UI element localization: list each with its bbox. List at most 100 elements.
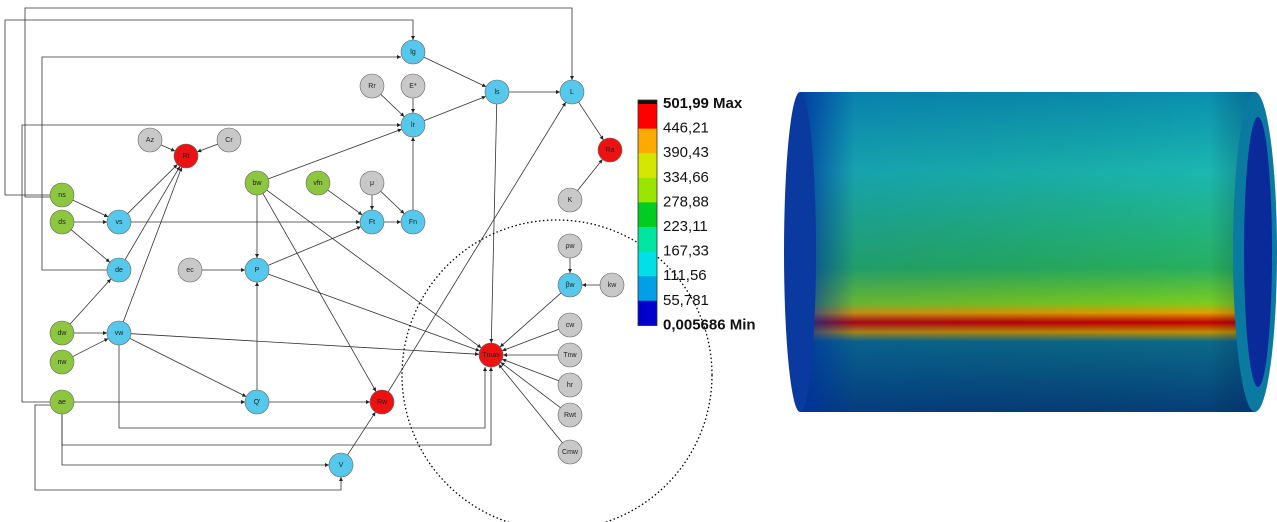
edge bbox=[119, 345, 485, 428]
node-label: Tnw bbox=[563, 352, 577, 359]
node-label: ec bbox=[186, 267, 194, 274]
edge bbox=[268, 129, 402, 179]
node-label: de bbox=[115, 267, 123, 274]
node-label: vw bbox=[115, 330, 125, 337]
edge bbox=[5, 20, 413, 195]
edge bbox=[328, 190, 363, 215]
highlight-circle bbox=[402, 220, 712, 522]
node-label: Rt bbox=[183, 153, 190, 160]
edge bbox=[268, 227, 361, 266]
node-label: L bbox=[570, 89, 574, 96]
edge bbox=[62, 367, 491, 445]
colorbar-band bbox=[638, 227, 657, 252]
edge bbox=[268, 274, 479, 351]
node-label: cw bbox=[566, 322, 576, 329]
node-label: Ft bbox=[369, 219, 375, 226]
node-label: kw bbox=[608, 282, 618, 289]
node-label: Tmax bbox=[482, 352, 500, 359]
edge bbox=[348, 412, 376, 455]
node-label: ae bbox=[58, 399, 66, 406]
edge bbox=[128, 164, 178, 213]
colorbar-label: 0,005686 Min bbox=[663, 316, 756, 333]
edge bbox=[123, 167, 182, 322]
edge bbox=[22, 125, 401, 402]
node-label: Rw bbox=[377, 399, 388, 406]
edge bbox=[73, 338, 109, 356]
node-label: hr bbox=[567, 382, 574, 389]
colorbar-band bbox=[638, 301, 657, 326]
edge bbox=[62, 414, 329, 465]
edge bbox=[131, 334, 479, 355]
node-label: βw bbox=[565, 282, 575, 289]
edge bbox=[35, 405, 341, 490]
node-label: Cr bbox=[225, 137, 233, 144]
edge bbox=[161, 145, 175, 151]
edge bbox=[501, 362, 561, 407]
edge bbox=[424, 57, 486, 87]
node-label: vs bbox=[116, 219, 124, 226]
colorbar-label: 501,99 Max bbox=[663, 95, 743, 112]
node-label: lg bbox=[410, 49, 416, 56]
node-label: Rwt bbox=[564, 412, 576, 419]
edge bbox=[70, 279, 111, 324]
colorbar-band bbox=[638, 178, 657, 203]
colorbar-band bbox=[638, 153, 657, 178]
node-label: ρw bbox=[565, 243, 575, 250]
node-label: E* bbox=[409, 83, 417, 90]
page: lg lr ls L Rr E* Az Cr Rt Ra ns ds vs bw vfn μ Ft Fn Kde ec… bbox=[0, 0, 1277, 522]
node-label: Az bbox=[146, 137, 155, 144]
node-label: P bbox=[255, 267, 260, 274]
edge bbox=[579, 102, 604, 140]
colorbar-label: 111,56 bbox=[663, 267, 707, 284]
colorbar: 501,99 Max 446,21 390,43 334,66 278,88 223,11… bbox=[638, 95, 756, 333]
node-label: dw bbox=[58, 330, 68, 337]
node-label: nw bbox=[58, 359, 68, 366]
colorbar-label: 446,21 bbox=[663, 120, 709, 137]
edge bbox=[499, 364, 563, 442]
colorbar-band bbox=[638, 202, 657, 227]
colorbar-label: 167,33 bbox=[663, 243, 709, 260]
edge bbox=[491, 104, 496, 343]
edge bbox=[42, 57, 401, 270]
colorbar-label: 390,43 bbox=[663, 144, 709, 161]
edge bbox=[381, 191, 405, 213]
edge bbox=[577, 159, 602, 190]
edge bbox=[71, 230, 110, 263]
cylinder-render bbox=[784, 92, 1277, 412]
edge bbox=[197, 144, 218, 152]
edge bbox=[25, 8, 572, 197]
node-label: K bbox=[568, 197, 573, 204]
edge bbox=[500, 293, 561, 347]
node-label: μ bbox=[370, 180, 374, 187]
edge bbox=[388, 102, 565, 392]
node-label: lr bbox=[411, 122, 416, 129]
edge bbox=[502, 329, 559, 350]
colorbar-band bbox=[638, 129, 657, 154]
colorbar-label: 278,88 bbox=[663, 193, 709, 210]
colorbar-band bbox=[638, 252, 657, 277]
edge bbox=[125, 166, 180, 259]
node-label: Fn bbox=[409, 219, 417, 226]
colorbar-label: 55,781 bbox=[663, 292, 709, 309]
node-label: vfn bbox=[313, 180, 322, 187]
node-label: Ra bbox=[606, 147, 615, 154]
edge bbox=[424, 96, 486, 120]
node-label: V bbox=[339, 462, 344, 469]
colorbar-label: 334,66 bbox=[663, 169, 709, 186]
colorbar-label: 223,11 bbox=[663, 218, 708, 235]
colorbar-cap bbox=[638, 100, 657, 104]
edge bbox=[381, 94, 405, 116]
node-label: Q' bbox=[254, 399, 261, 406]
colorbar-band bbox=[638, 276, 657, 301]
node-label: Rr bbox=[368, 83, 376, 90]
nodes: lg lr ls L Rr E* Az Cr Rt Ra ns ds vs bw vfn μ Ft Fn Kde ec… bbox=[50, 40, 624, 477]
node-label: Cmw bbox=[562, 449, 579, 456]
node-label: ns bbox=[58, 192, 66, 199]
node-label: ls bbox=[494, 89, 500, 96]
colorbar-band bbox=[638, 104, 657, 129]
edge bbox=[130, 338, 247, 396]
edge bbox=[73, 200, 108, 217]
edges bbox=[5, 8, 603, 490]
node-label: bw bbox=[253, 180, 263, 187]
node-label: ds bbox=[58, 219, 66, 226]
